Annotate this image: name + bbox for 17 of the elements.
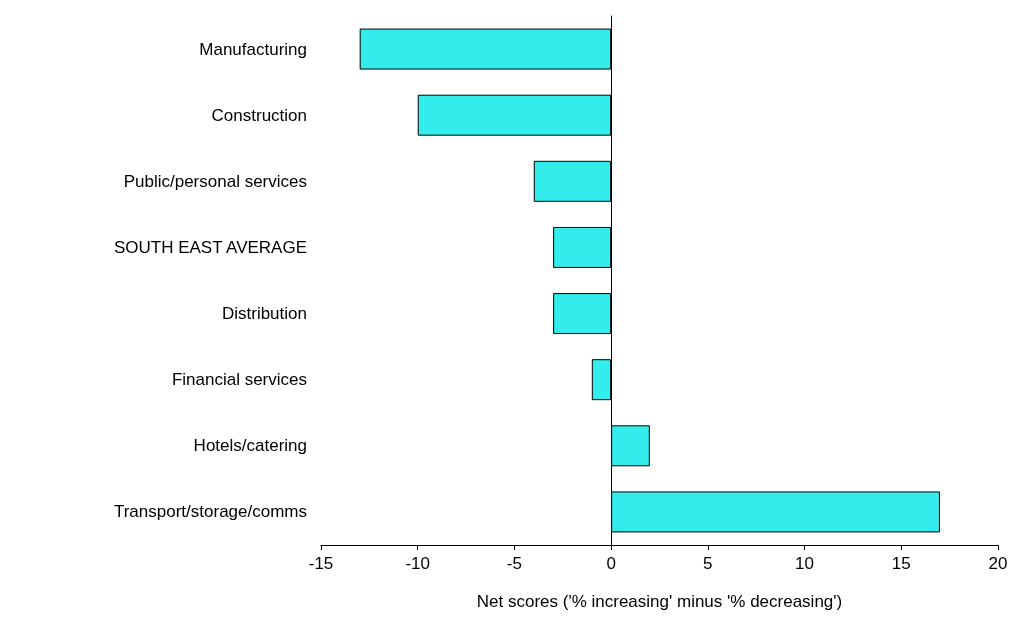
x-axis-title: Net scores ('% increasing' minus '% decreasing') — [476, 592, 843, 611]
x-tick-label: 0 — [606, 554, 616, 573]
x-tick-label: -5 — [506, 554, 522, 573]
x-tick-label: 10 — [795, 554, 815, 573]
y-tick-label: Distribution — [221, 304, 307, 324]
x-tick-label: 20 — [988, 554, 1008, 573]
y-tick-label: Manufacturing — [199, 39, 307, 59]
x-tick-label: 15 — [891, 554, 911, 573]
y-tick-label: Construction — [211, 105, 307, 125]
y-tick-label: Financial services — [171, 370, 307, 390]
y-tick-label: Hotels/catering — [193, 436, 307, 456]
y-tick-label: SOUTH EAST AVERAGE — [113, 237, 307, 257]
y-tick-label: Transport/storage/comms — [113, 502, 307, 522]
x-tick-label: -15 — [308, 554, 334, 573]
y-tick-label: Public/personal services — [123, 171, 307, 191]
x-tick-label: -10 — [405, 554, 430, 573]
x-tick-label: 5 — [703, 554, 713, 573]
